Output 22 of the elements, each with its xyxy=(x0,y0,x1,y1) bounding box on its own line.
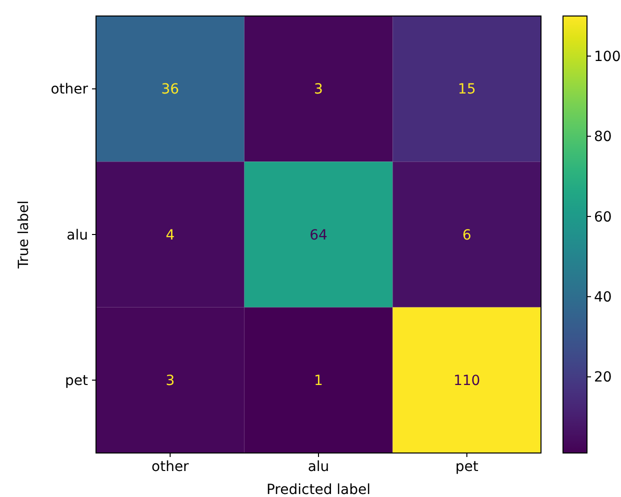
data-label: 110 xyxy=(453,373,480,390)
color-bar-label: 100 xyxy=(594,48,621,65)
y-tick-label: pet xyxy=(65,373,88,390)
color-bar-label: 20 xyxy=(594,370,612,386)
data-label: 4 xyxy=(166,227,175,244)
y-axis-title: True label xyxy=(16,200,32,270)
x-tick-label: pet xyxy=(455,459,479,475)
data-label: 3 xyxy=(166,373,175,390)
color-bar-label: 60 xyxy=(594,209,612,226)
data-label: 64 xyxy=(310,227,328,244)
x-tick-label: alu xyxy=(308,459,330,475)
x-axis-title: Predicted label xyxy=(266,482,371,497)
y-tick-label: alu xyxy=(66,227,88,244)
data-label: 15 xyxy=(458,82,476,98)
x-tick-label: other xyxy=(152,459,190,475)
color-bar-label: 80 xyxy=(594,129,612,146)
data-label: 1 xyxy=(314,373,323,390)
data-label: 36 xyxy=(161,82,180,98)
y-tick-label: other xyxy=(50,82,88,98)
data-label: 3 xyxy=(314,82,323,98)
data-label: 6 xyxy=(462,227,472,244)
color-bar-label: 40 xyxy=(594,290,612,306)
